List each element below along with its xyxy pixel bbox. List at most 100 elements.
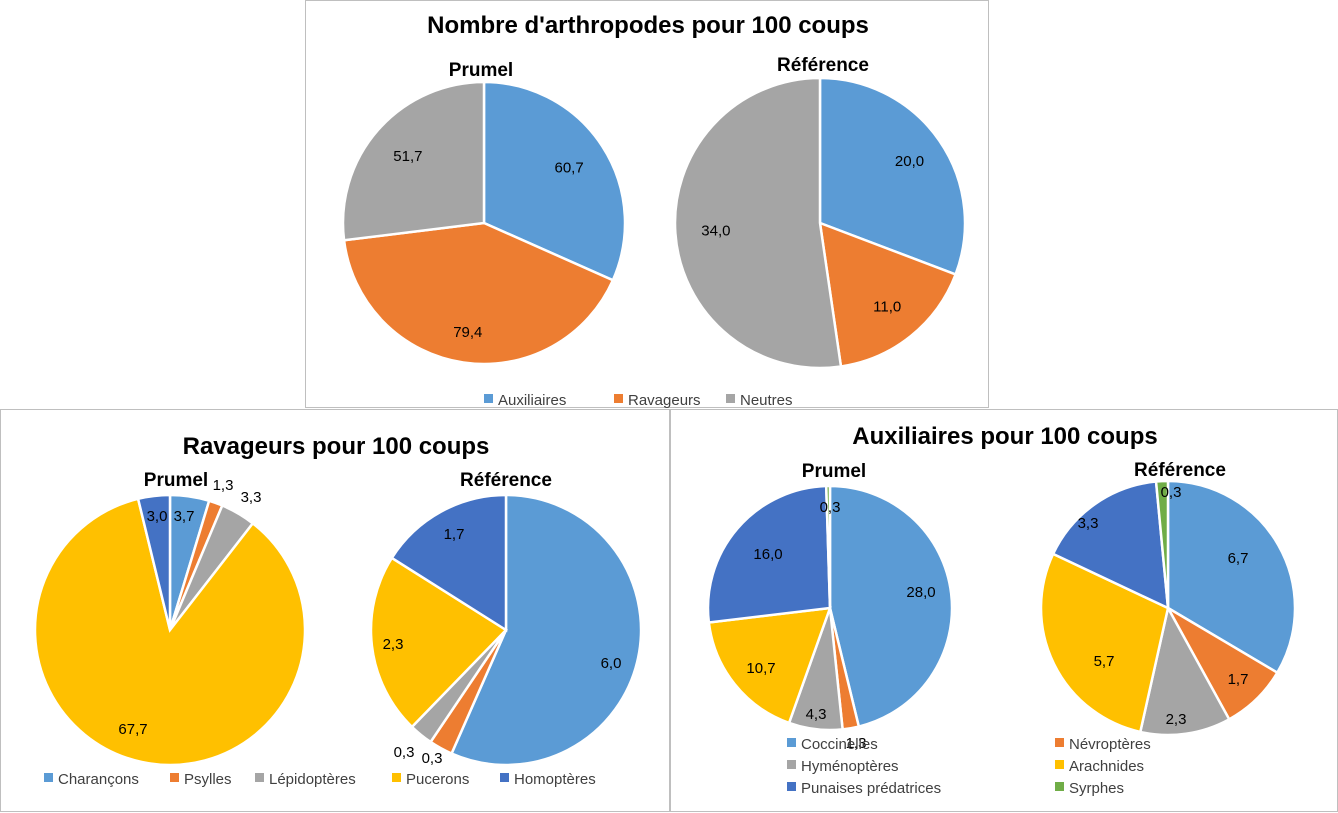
legend-item: Arachnides [1069, 758, 1144, 775]
legend-swatch [484, 394, 493, 403]
pie-slice-coccinelles [1166, 479, 1297, 675]
data-label: 1,7 [1228, 671, 1249, 688]
data-label: 34,0 [701, 223, 730, 240]
chart-title: Auxiliaires pour 100 coups [852, 423, 1157, 450]
data-label: 4,3 [806, 706, 827, 723]
pie-prumel: 3,7 1,3 3,3 67,7 3,0 [33, 477, 307, 767]
chart-arthropodes: Nombre d'arthropodes pour 100 coups Prum… [341, 12, 967, 409]
data-label: 16,0 [753, 546, 782, 563]
data-label: 2,3 [383, 636, 404, 653]
data-label: 1,3 [846, 735, 867, 752]
legend-item: Névroptères [1069, 736, 1151, 753]
data-label: 0,3 [394, 744, 415, 761]
pie-slice-punaises-pr-datrices [1051, 480, 1170, 611]
legend-swatch [1055, 760, 1064, 769]
legend-item: Homoptères [514, 771, 596, 788]
pie-slice-charan-ons [449, 493, 643, 767]
data-label: 1,7 [444, 526, 465, 543]
legend-item: Psylles [184, 771, 232, 788]
legend-swatch [726, 394, 735, 403]
pie-slice-syrphes [1154, 479, 1170, 609]
data-label: 6,0 [601, 655, 622, 672]
pie-reference: 20,0 11,0 34,0 [673, 76, 967, 370]
pie-slice-pucerons [369, 556, 508, 729]
pie-title-reference: Référence [777, 55, 869, 76]
pie-title-reference: Référence [1134, 460, 1226, 481]
pie-slice-neutres [341, 80, 486, 242]
pie-slice-homopt-res [136, 493, 172, 631]
pie-slice-pucerons [33, 497, 307, 767]
pie-slice-auxiliaires [818, 76, 967, 277]
pie-slice-hym-nopt-res [1138, 604, 1231, 737]
data-label: 6,7 [1228, 550, 1249, 567]
pie-slice-arachnides [707, 606, 832, 725]
legend-swatch [787, 782, 796, 791]
legend-item: Syrphes [1069, 780, 1124, 797]
data-label: 3,7 [174, 508, 195, 525]
legend-swatch [787, 760, 796, 769]
pie-title-reference: Référence [460, 470, 552, 491]
chart-legend: Charançons Psylles Lépidoptères Pucerons Hom… [44, 771, 596, 788]
chart-panel-auxiliaires: Auxiliaires pour 100 coups Prumel Référe… [670, 409, 1338, 812]
pie-slice-coccinelles [828, 484, 954, 729]
legend-swatch [392, 773, 401, 782]
pie-slice-auxiliaires [482, 80, 627, 282]
legend-swatch [1055, 782, 1064, 791]
data-label: 0,3 [820, 499, 841, 516]
chart-auxiliaires: Auxiliaires pour 100 coups Prumel Référe… [706, 423, 1297, 797]
data-label: 0,3 [1161, 484, 1182, 501]
data-label: 10,7 [746, 660, 775, 677]
chart-panel-arthropodes: Nombre d'arthropodes pour 100 coups Prum… [305, 0, 989, 409]
legend-swatch [787, 738, 796, 747]
legend-swatch [44, 773, 53, 782]
pie-slice-ravageurs [342, 221, 615, 366]
pie-title-prumel: Prumel [802, 461, 866, 482]
data-label: 51,7 [393, 148, 422, 165]
pie-reference: 6,7 1,7 2,3 5,7 3,3 0,3 [1039, 479, 1297, 737]
data-label: 11,0 [873, 299, 901, 316]
data-label: 0,3 [422, 750, 443, 767]
data-label: 3,0 [147, 508, 168, 525]
legend-item: Punaises prédatrices [801, 780, 941, 797]
data-label: 28,0 [906, 584, 935, 601]
pie-reference: 6,0 0,3 0,3 2,3 1,7 [369, 493, 643, 767]
data-label: 20,0 [895, 153, 924, 170]
data-label: 67,7 [118, 721, 147, 738]
chart-legend: Auxiliaires Ravageurs Neutres [484, 392, 793, 409]
legend-item: Lépidoptères [269, 771, 356, 788]
legend-item: Charançons [58, 771, 139, 788]
pie-title-prumel: Prumel [449, 60, 513, 81]
pie-slice-arachnides [1039, 552, 1170, 734]
legend-item: Neutres [740, 392, 793, 409]
data-label: 3,3 [1078, 515, 1099, 532]
data-label: 79,4 [453, 324, 482, 341]
legend-swatch [255, 773, 264, 782]
data-label: 1,3 [213, 477, 234, 494]
legend-swatch [1055, 738, 1064, 747]
data-label: 5,7 [1094, 653, 1115, 670]
pie-title-prumel: Prumel [144, 470, 208, 491]
data-label: 3,3 [241, 489, 262, 506]
legend-swatch [500, 773, 509, 782]
chart-panel-ravageurs: Ravageurs pour 100 coups Prumel Référenc… [0, 409, 670, 812]
legend-item: Ravageurs [628, 392, 701, 409]
pie-slice-syrphes [824, 484, 832, 609]
legend-item: Auxiliaires [498, 392, 566, 409]
pie-slice-homopt-res [390, 493, 508, 633]
data-label: 60,7 [554, 160, 583, 177]
chart-title: Ravageurs pour 100 coups [183, 433, 490, 460]
pie-prumel: 28,0 1,3 4,3 10,7 16,0 0,3 [706, 484, 954, 752]
legend-item: Coccinelles [801, 736, 878, 753]
legend-swatch [614, 394, 623, 403]
legend-swatch [170, 773, 179, 782]
pie-prumel: 60,7 79,4 51,7 [341, 80, 627, 366]
pie-slice-ravageurs [818, 221, 958, 368]
data-label: 2,3 [1166, 711, 1187, 728]
chart-legend: Coccinelles Névroptères Hyménoptères Arachn… [787, 736, 1151, 797]
legend-item: Hyménoptères [801, 758, 899, 775]
chart-ravageurs: Ravageurs pour 100 coups Prumel Référenc… [33, 433, 643, 788]
chart-title: Nombre d'arthropodes pour 100 coups [427, 12, 869, 39]
legend-item: Pucerons [406, 771, 469, 788]
pie-slice-neutres [673, 76, 843, 370]
pie-slice-punaises-pr-datrices [706, 484, 832, 624]
